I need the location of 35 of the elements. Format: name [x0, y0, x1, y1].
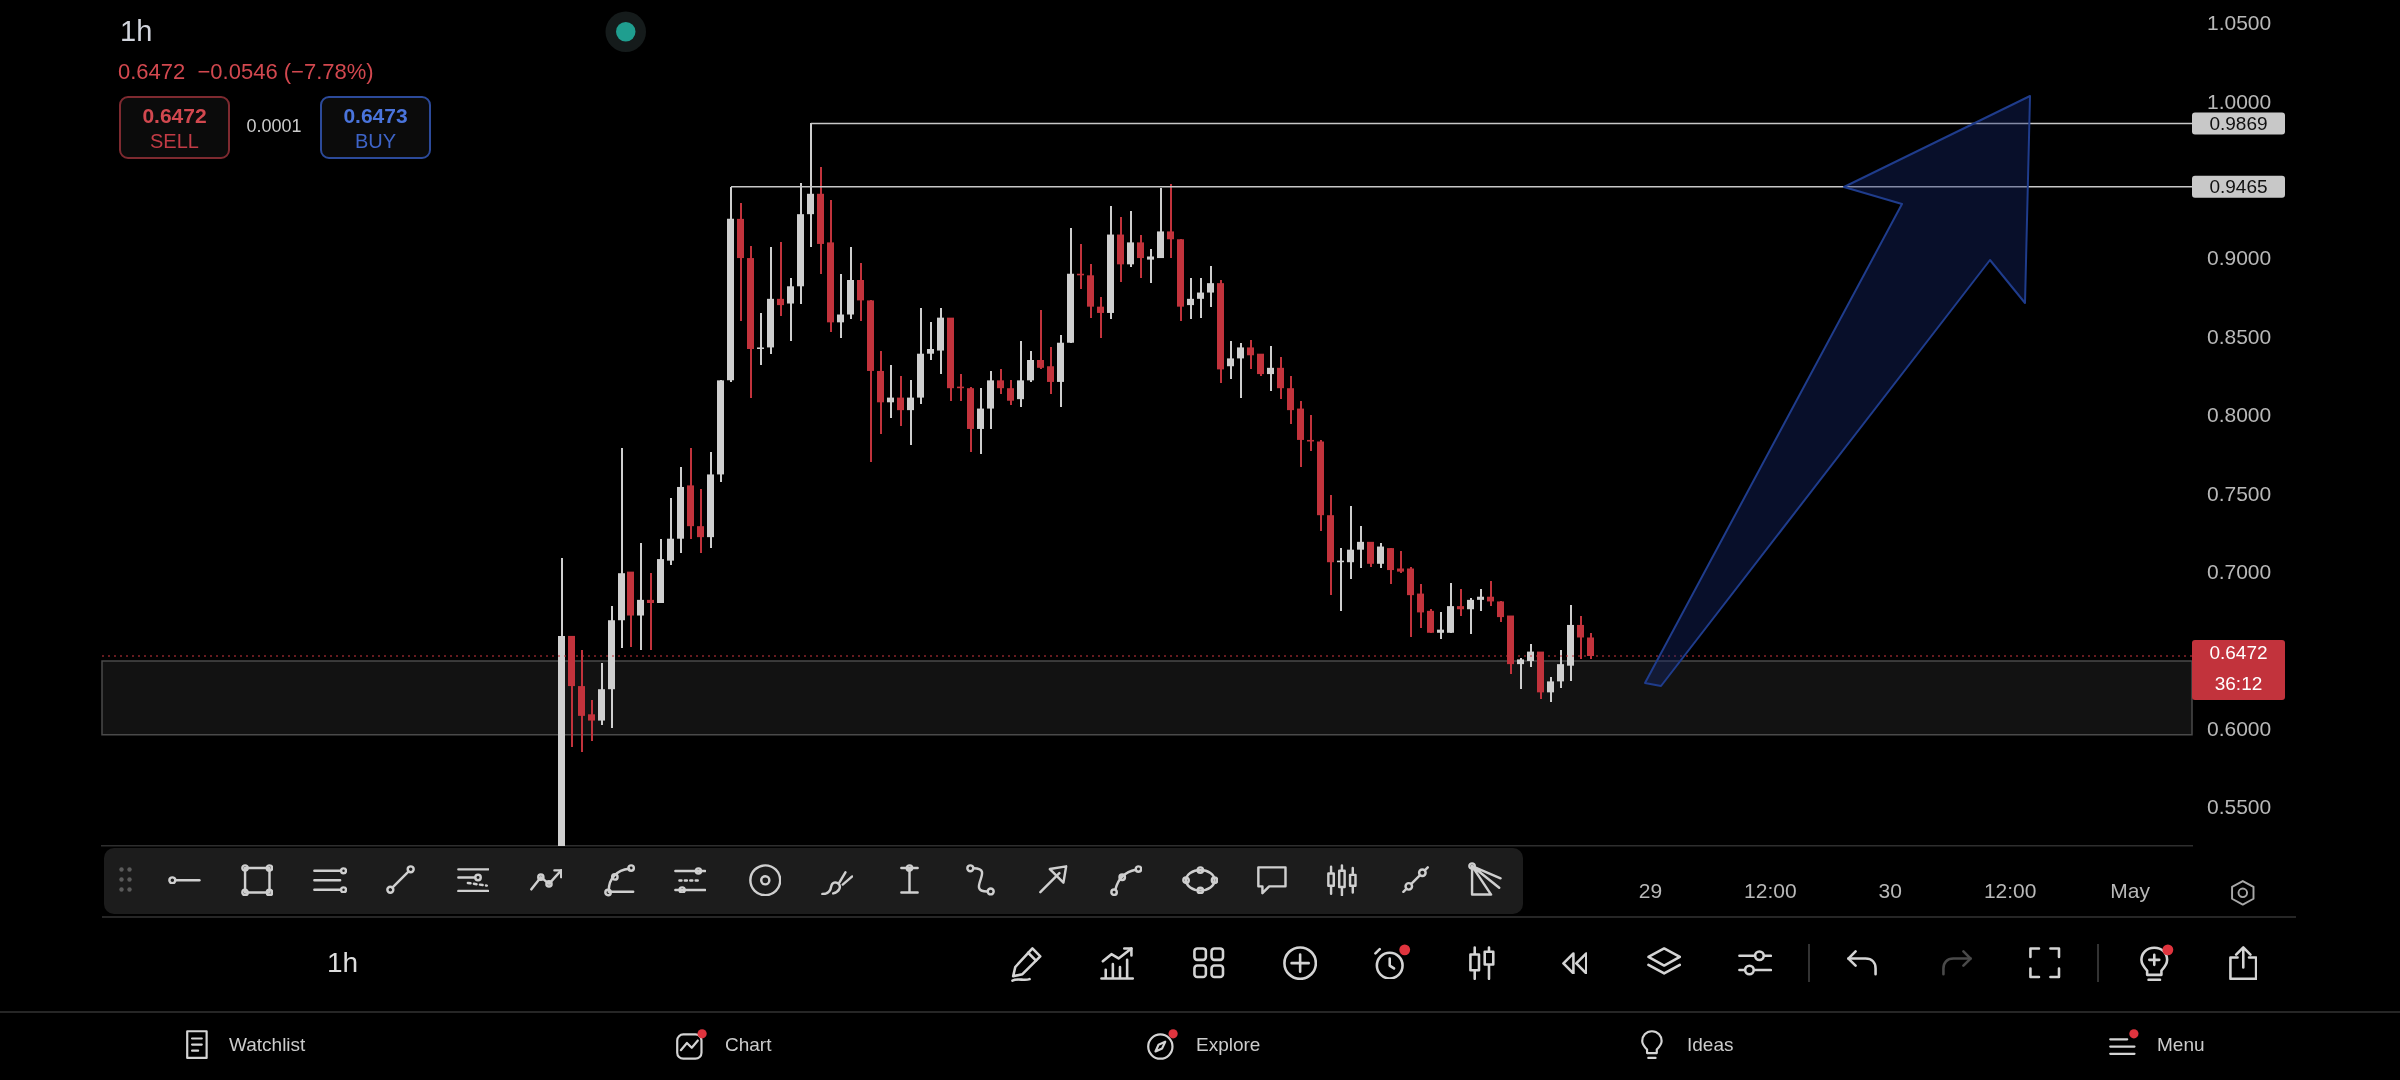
- text: Watchlist: [229, 1033, 306, 1057]
- y-tick-label: 0.5500: [2207, 795, 2272, 819]
- text: Chart: [725, 1033, 772, 1057]
- y-tick-label: 0.6000: [2207, 716, 2272, 740]
- text: 1h: [120, 13, 153, 49]
- annotation: 0.6472 −0.0546 (−7.78%): [118, 58, 374, 86]
- ref-line-label: 0.6472: [2209, 642, 2268, 664]
- candlestick: [647, 573, 654, 650]
- y-tick-label: 0.8500: [2207, 324, 2272, 348]
- annotation: BUY: [354, 129, 397, 153]
- annotation: SELL: [150, 129, 199, 153]
- text: Explore: [1196, 1033, 1261, 1057]
- candlestick: [757, 313, 764, 365]
- y-tick-label: 0.7000: [2207, 559, 2272, 583]
- x-tick-label: 30: [1878, 879, 1902, 903]
- y-tick-label: 1.0500: [2207, 11, 2272, 35]
- candlestick: [1307, 415, 1314, 451]
- annotation: 0.6472: [142, 103, 207, 129]
- x-tick-label: 12:00: [1983, 879, 2037, 903]
- text: 1h: [327, 946, 359, 980]
- y-tick-label: 0.7500: [2207, 481, 2272, 505]
- text: Menu: [2157, 1033, 2205, 1057]
- candlestick: [777, 242, 784, 316]
- x-tick-label: 12:00: [1744, 879, 1797, 903]
- ref-line-label: 0.9869: [2209, 112, 2268, 134]
- y-tick-label: 0.8000: [2207, 403, 2272, 427]
- y-tick-label: 0.9000: [2207, 246, 2272, 270]
- annotation: 0.6473: [343, 103, 408, 129]
- x-tick-label: 29: [1638, 879, 1663, 903]
- text: 36:12: [2214, 673, 2263, 695]
- ref-line-label: 0.9465: [2209, 175, 2268, 197]
- y-tick-label: 1.0000: [2207, 89, 2272, 113]
- annotation: 0.0001: [246, 116, 302, 138]
- x-tick-label: May: [2110, 879, 2151, 903]
- text: Ideas: [1687, 1033, 1734, 1057]
